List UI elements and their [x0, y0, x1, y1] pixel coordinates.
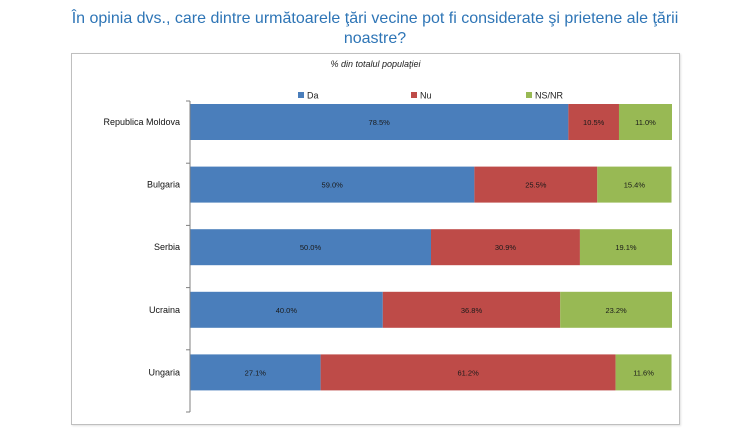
bar-serbia-nu — [431, 229, 580, 266]
data-label-republica-moldova-da: 78.5% — [369, 118, 391, 127]
bar-republica-moldova-nu — [568, 104, 619, 140]
bar-bulgaria-ns-nr — [597, 166, 672, 203]
category-label-serbia: Serbia — [154, 242, 180, 252]
category-label-ucraina: Ucraina — [149, 305, 180, 315]
chart-subtitle: % din totalul populaţiei — [330, 59, 421, 69]
legend-swatch-ns-nr — [526, 92, 532, 98]
data-label-ungaria-nu: 61.2% — [457, 368, 479, 377]
legend-swatch-da — [298, 92, 304, 98]
chart-title: În opinia dvs., care dintre următoarele … — [71, 10, 679, 47]
data-label-bulgaria-ns-nr: 15.4% — [624, 181, 646, 190]
data-label-republica-moldova-nu: 10.5% — [583, 118, 605, 127]
category-label-ungaria: Ungaria — [148, 367, 180, 377]
bar-republica-moldova-da — [190, 104, 569, 140]
chart-panel: % din totalul populaţiei Da Nu NS/NR 78.5% 1… — [71, 53, 680, 425]
category-label-bulgaria: Bulgaria — [147, 180, 180, 190]
data-label-bulgaria-da: 59.0% — [322, 181, 344, 190]
bar-ucraina-da — [190, 291, 383, 328]
bar-ungaria-nu — [320, 354, 616, 391]
bar-ungaria-ns-nr — [615, 354, 672, 391]
data-label-ucraina-nu: 36.8% — [461, 306, 483, 315]
bar-republica-moldova-ns-nr — [618, 104, 672, 140]
bar-serbia-da — [190, 229, 431, 266]
data-label-serbia-ns-nr: 19.1% — [615, 243, 637, 252]
data-label-ungaria-da: 27.1% — [245, 368, 267, 377]
data-label-ucraina-da: 40.0% — [276, 306, 298, 315]
bar-ungaria-da — [190, 354, 321, 391]
bar-ucraina-ns-nr — [560, 291, 672, 328]
data-label-ungaria-ns-nr: 11.6% — [633, 368, 654, 377]
data-label-serbia-nu: 30.9% — [495, 243, 517, 252]
legend-label-ns-nr: NS/NR — [535, 91, 564, 101]
bar-serbia-ns-nr — [579, 229, 672, 266]
data-label-serbia-da: 50.0% — [300, 243, 322, 252]
stacked-bar-chart: Da Nu NS/NR 78.5% 10.5% 11.0% Republica Moldov… — [103, 91, 672, 413]
category-label-republica-moldova: Republica Moldova — [103, 117, 180, 127]
bar-bulgaria-da — [190, 166, 475, 203]
data-label-republica-moldova-ns-nr: 11.0% — [635, 118, 656, 127]
bar-ucraina-nu — [382, 291, 561, 328]
legend-label-da: Da — [307, 91, 319, 101]
legend-label-nu: Nu — [420, 91, 432, 101]
data-label-bulgaria-nu: 25.5% — [525, 181, 547, 190]
bar-bulgaria-nu — [474, 166, 598, 203]
data-label-ucraina-ns-nr: 23.2% — [605, 306, 627, 315]
legend-swatch-nu — [411, 92, 417, 98]
